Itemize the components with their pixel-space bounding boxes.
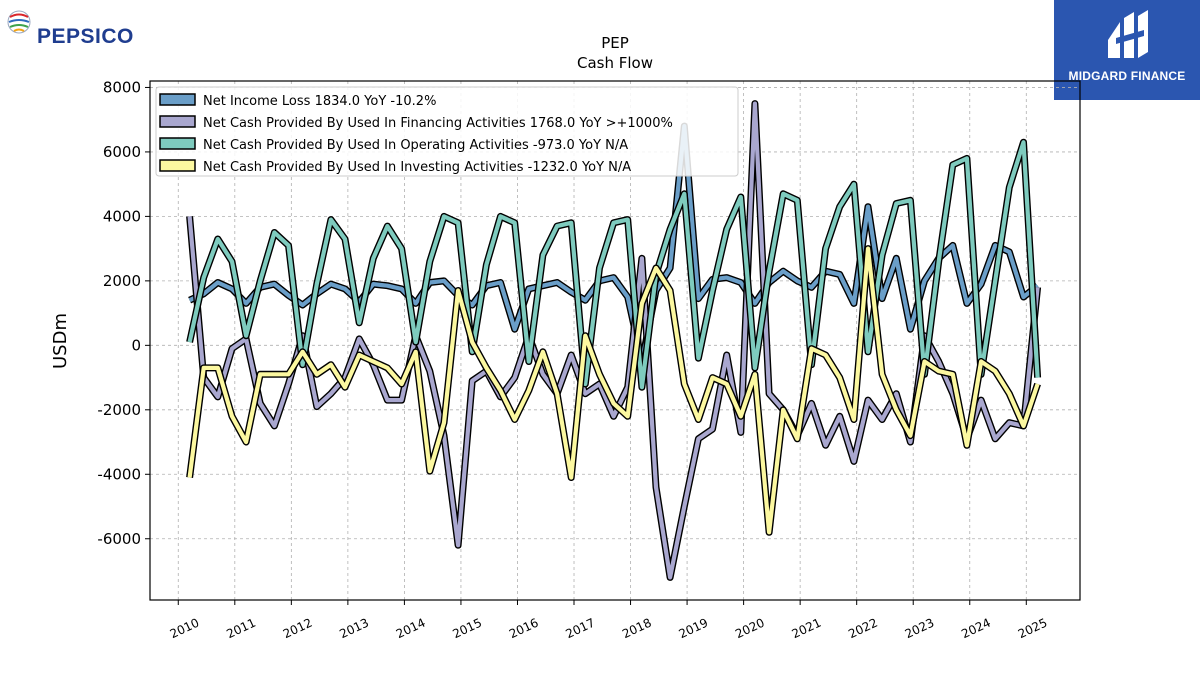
x-tick-label: 2016 — [507, 616, 541, 642]
x-tick-label: 2015 — [450, 616, 484, 642]
legend-swatch-0 — [159, 93, 196, 106]
globe-icon — [7, 10, 31, 34]
company-logo-text: PEPSICO — [37, 25, 134, 48]
y-tick-label: -2000 — [97, 401, 141, 419]
x-tick-label: 2023 — [903, 616, 937, 642]
company-logo: PEPSICO — [6, 6, 166, 48]
x-tick-label: 2019 — [677, 616, 711, 642]
y-tick-label: 0 — [131, 336, 141, 354]
x-tick-label: 2012 — [281, 616, 315, 642]
legend: Net Income Loss 1834.0 YoY -10.2% Net Cas… — [155, 86, 739, 177]
chart-subtitle: Cash Flow — [577, 54, 653, 72]
y-axis-label: USDm — [50, 313, 71, 369]
x-tick-label: 2014 — [394, 616, 428, 642]
partner-mark-icon — [1108, 10, 1148, 58]
x-tick-label: 2020 — [733, 616, 767, 642]
partner-logo-text: MIDGARD FINANCE — [1068, 69, 1186, 83]
x-tick-label: 2018 — [620, 616, 654, 642]
y-tick-label: 6000 — [103, 143, 141, 161]
series-line-2 — [187, 140, 1040, 390]
legend-label-3: Net Cash Provided By Used In Investing A… — [203, 160, 631, 175]
y-tick-label: -6000 — [97, 530, 141, 548]
x-tick-label: 2025 — [1016, 616, 1050, 642]
legend-swatch-2 — [159, 137, 196, 150]
legend-label-1: Net Cash Provided By Used In Financing A… — [203, 116, 673, 131]
series-outline-2 — [186, 138, 1042, 391]
x-tick-label: 2024 — [959, 616, 993, 642]
partner-logo: MIDGARD FINANCE — [1054, 0, 1200, 100]
chart-title: PEP — [601, 34, 629, 52]
plot-frame — [149, 80, 1081, 601]
series-lines — [186, 100, 1042, 581]
y-tick-label: -4000 — [97, 465, 141, 483]
x-tick-label: 2021 — [790, 616, 824, 642]
series-line-1 — [187, 101, 1040, 580]
y-tick-label: 8000 — [103, 78, 141, 96]
x-tick-label: 2013 — [337, 616, 371, 642]
x-tick-label: 2010 — [168, 616, 202, 642]
series-line-0 — [188, 123, 1039, 364]
legend-swatch-1 — [159, 115, 196, 128]
x-tick-label: 2011 — [224, 616, 258, 642]
x-axis-ticks: 2010 2011 2012 2013 2014 2015 2016 2017 2018 2019… — [168, 600, 1050, 642]
x-tick-label: 2017 — [564, 616, 598, 642]
series-line-3 — [187, 246, 1040, 535]
legend-label-2: Net Cash Provided By Used In Operating A… — [203, 138, 628, 153]
legend-swatch-3 — [159, 159, 196, 172]
y-axis-ticks: -6000 -4000 -2000 0 2000 4000 6000 8000 — [97, 78, 150, 548]
legend-box — [155, 86, 739, 177]
y-tick-label: 2000 — [103, 272, 141, 290]
y-tick-label: 4000 — [103, 207, 141, 225]
legend-label-0: Net Income Loss 1834.0 YoY -10.2% — [203, 94, 436, 109]
x-tick-label: 2022 — [846, 616, 880, 642]
